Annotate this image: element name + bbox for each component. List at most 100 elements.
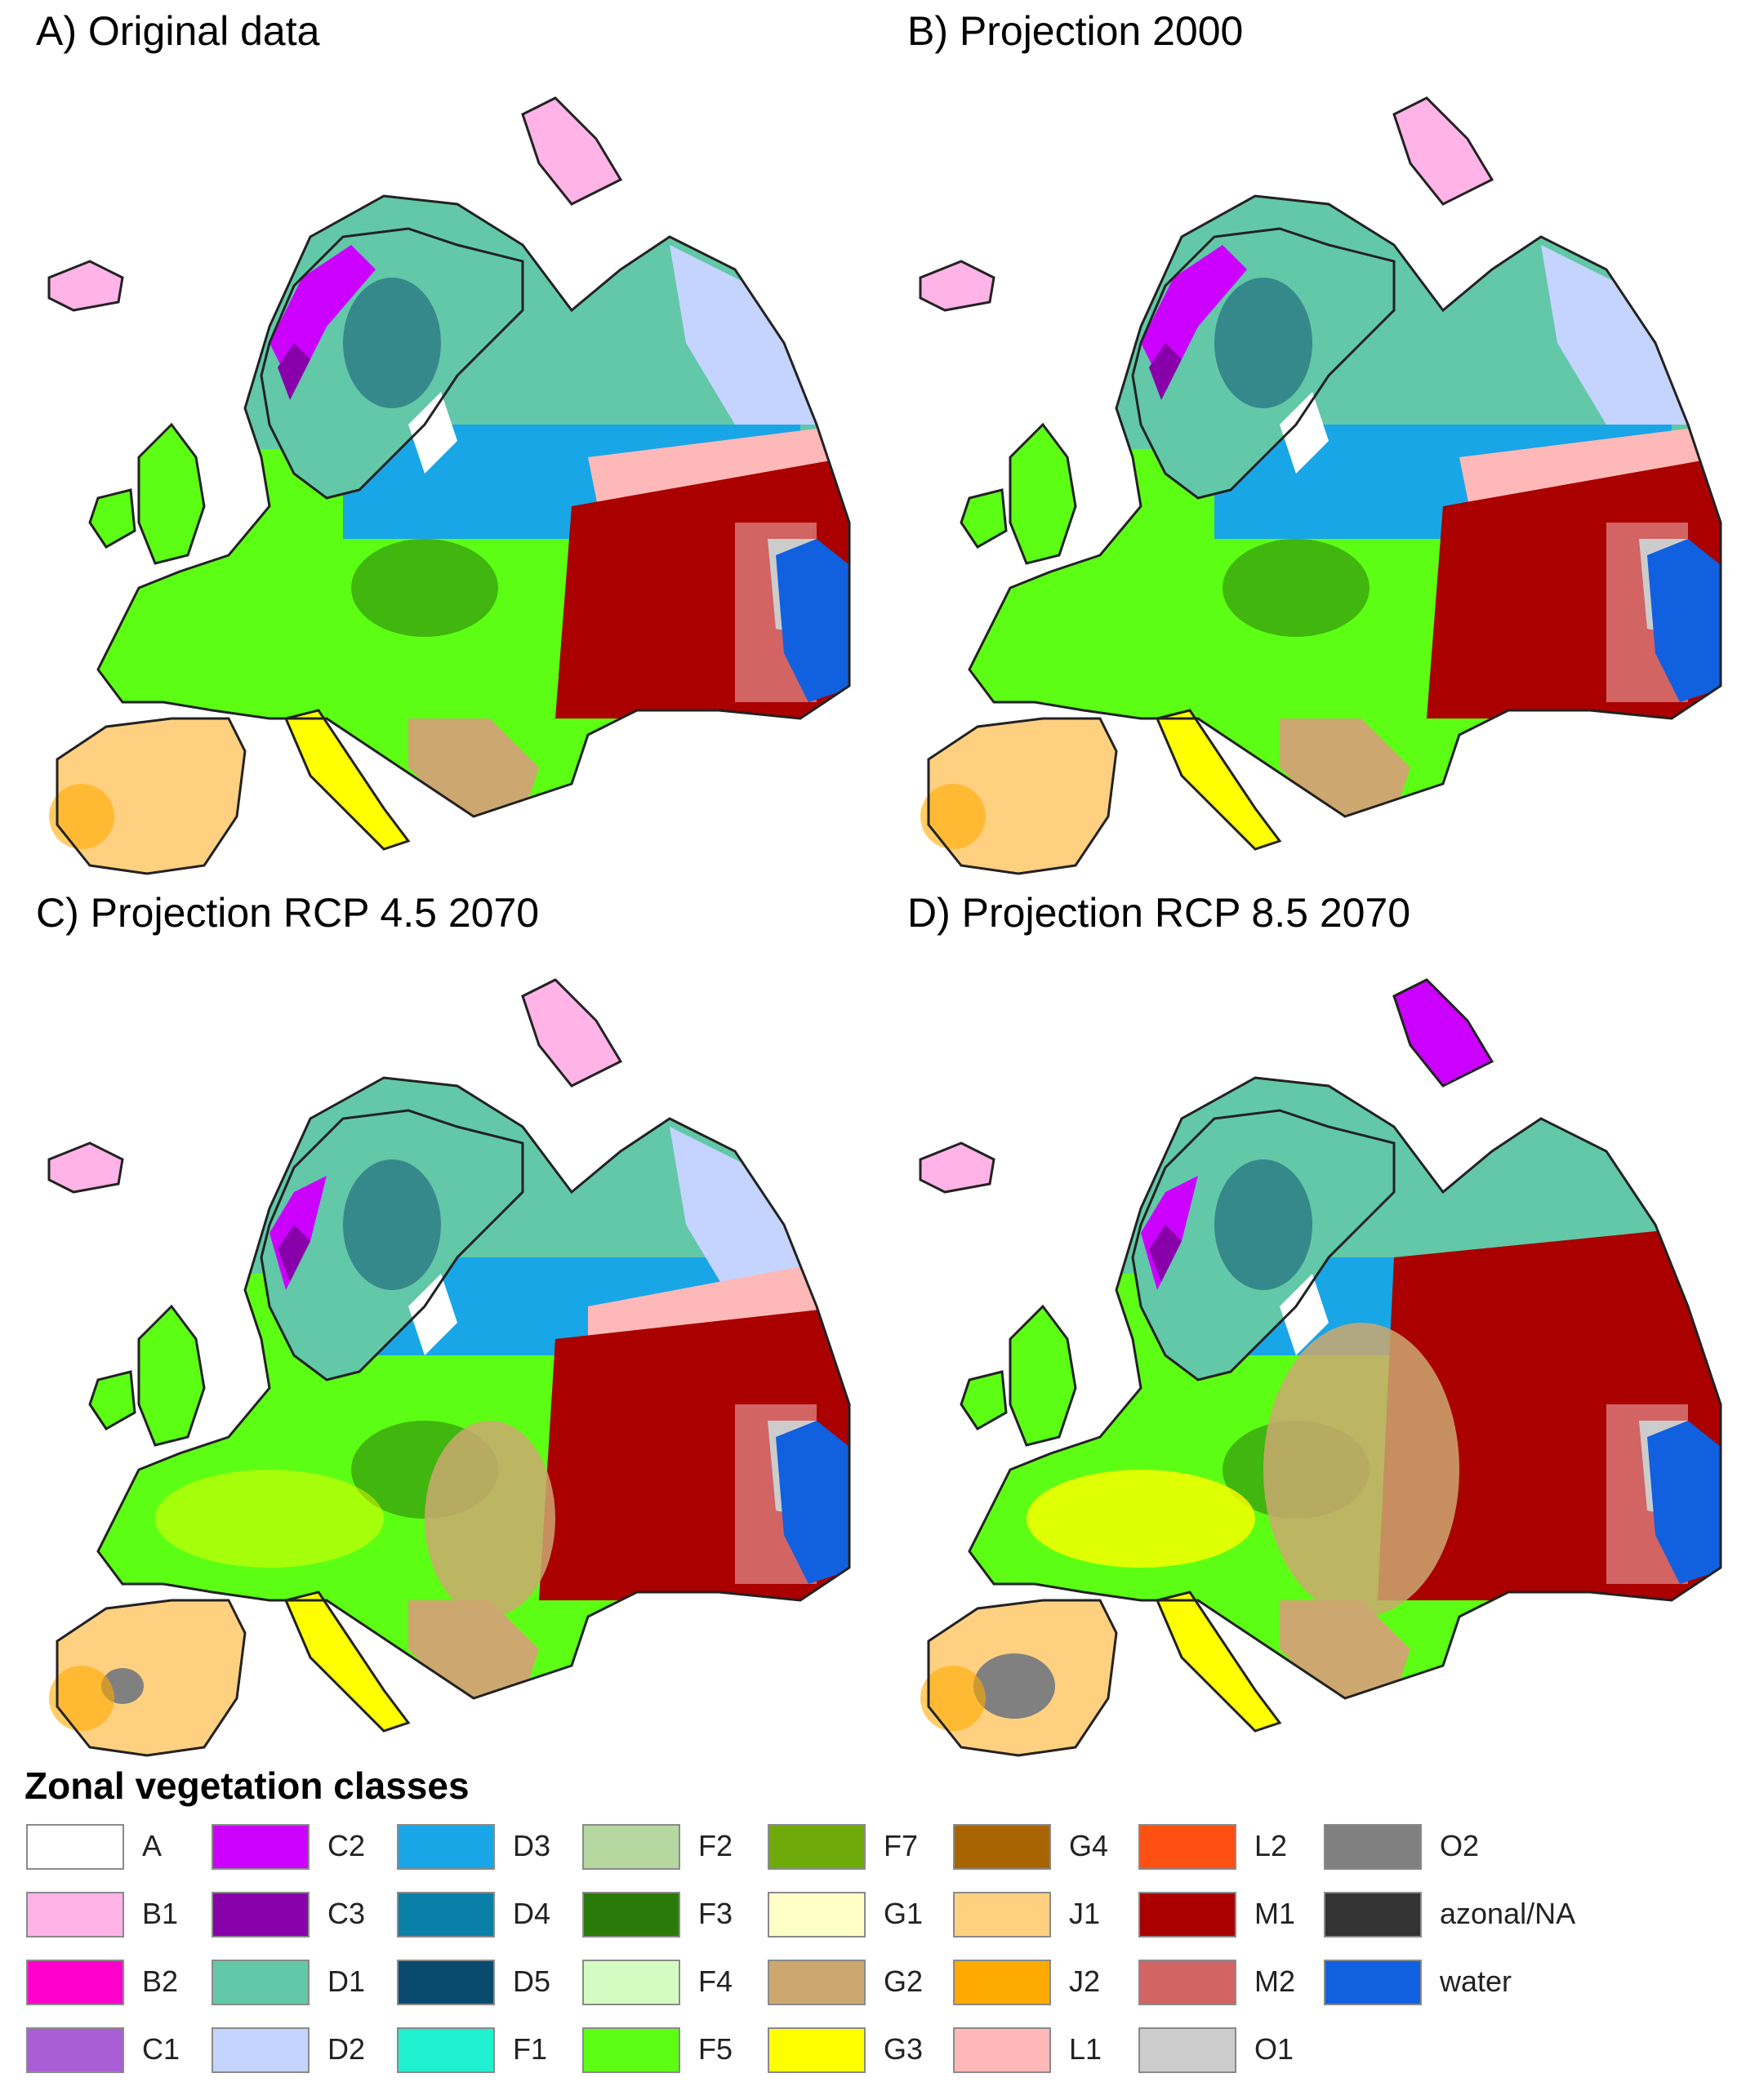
italy-zone [1157,710,1280,849]
britain-zone [139,1306,204,1445]
ireland-zone [961,1372,1006,1429]
country-outline [56,1599,247,1757]
map-panel-original: A) Original data [0,0,866,882]
legend-item: D2 [212,2024,396,2076]
submediterranean-zone [1263,1323,1459,1617]
legend-label: D1 [327,1964,366,1998]
legend-swatch [1138,1892,1236,1938]
country-outline [47,260,124,312]
mountain-dark-patch [278,343,310,400]
baltic-sea [408,392,457,474]
dark-forest-patch [1214,1159,1312,1290]
map-panel-rcp85: D) Projection RCP 8.5 2070 [871,882,1737,1764]
legend-item: D4 [397,1889,581,1941]
italy-zone [1157,1592,1280,1731]
temperate-forest-patch [351,539,498,637]
legend-item: D3 [397,1821,581,1873]
legend-item: O1 [1138,2024,1323,2076]
ireland-zone [90,1372,135,1429]
country-outline [1155,709,1282,851]
legend-item: F4 [582,1956,767,2009]
legend-item: A [26,1821,211,1873]
legend-item: G4 [953,1821,1138,1873]
dark-forest-patch [1214,278,1312,408]
country-outline [1009,422,1077,565]
legend-label: B2 [142,1964,179,1998]
legend-label: G1 [884,1897,924,1930]
legend-label: F4 [698,1964,733,1998]
britain-zone [1010,1306,1076,1445]
country-outline [521,978,623,1088]
country-outline [1155,1591,1282,1733]
legend-label: L2 [1254,1829,1288,1862]
legend-swatch [582,1824,680,1870]
legend-swatch [397,1824,495,1870]
legend-swatch [26,1892,124,1938]
novaya-zemlya-zone [1394,980,1492,1086]
legend-swatch [1324,1960,1422,2005]
country-outline [283,709,411,851]
country-outline [927,717,1118,875]
legend-item: D1 [212,1956,396,2009]
country-outline [521,96,623,206]
country-outline [96,1076,851,1700]
legend-item: G1 [768,1889,952,1941]
caspian-sea [1647,1421,1721,1584]
legend-swatch [1324,1824,1422,1870]
caspian-sea [776,539,849,702]
iceland-zone [49,1143,122,1192]
country-outline [56,717,247,875]
legend-item: L1 [953,2024,1138,2076]
dry-zone [1027,1470,1255,1568]
baltic-sea [1280,392,1329,474]
country-outline [1392,978,1494,1088]
country-outline [260,1109,524,1381]
legend-item: azonal/NA [1324,1889,1575,1941]
legend-item: O2 [1324,1821,1508,1873]
submediterranean-zone [425,1421,555,1617]
legend-swatch [212,1960,310,2005]
legend-swatch [26,1960,124,2005]
panel-title: A) Original data [36,8,320,54]
country-outline [1131,1109,1396,1381]
iberia-coast-patch [920,784,986,849]
legend-label: G3 [884,2032,924,2066]
legend-label: M2 [1254,1964,1296,1998]
legend-item: G3 [768,2024,952,2076]
iberia-desert-patch [973,1653,1055,1719]
mainland-zones [98,1078,849,1698]
legend-label: B1 [142,1897,179,1930]
legend-label: F7 [884,1829,919,1862]
legend-label: J2 [1069,1964,1101,1998]
legend-swatch [397,1960,495,2005]
legend-item: F7 [768,1821,952,1873]
legend-label: C2 [327,1829,366,1862]
legend-label: A [142,1829,163,1862]
legend-item: B1 [26,1889,211,1941]
legend-swatch [953,1960,1051,2005]
legend-label: M1 [1254,1897,1296,1930]
europe-map [919,978,1722,1757]
country-outline [88,1370,136,1430]
legend-label: D5 [513,1964,551,1998]
legend-label: azonal/NA [1440,1897,1576,1930]
ireland-zone [90,490,135,547]
legend-swatch [953,1824,1051,1870]
country-outline [960,1370,1008,1430]
legend-swatch [212,1892,310,1938]
legend-swatch [953,1892,1051,1938]
iberia-coast-patch [920,1666,986,1731]
country-outline [1009,1304,1077,1447]
legend-title: Zonal vegetation classes [24,1764,470,1807]
europe-map [47,96,851,875]
legend-swatch [582,1960,680,2005]
britain-zone [139,425,204,563]
legend-item: F3 [582,1889,767,1941]
iberia-coast-patch [49,784,114,849]
legend-swatch [768,1960,866,2005]
dark-forest-patch [343,1159,441,1290]
dark-forest-patch [343,278,441,408]
iceland-zone [920,1143,994,1192]
country-outline [960,488,1008,549]
country-outline [968,1076,1722,1700]
